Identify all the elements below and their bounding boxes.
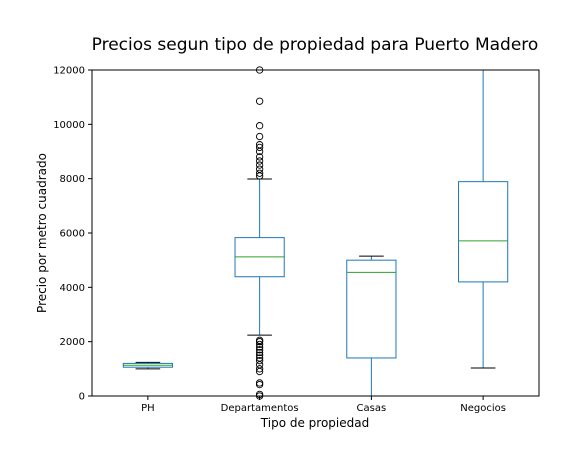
outlier-point <box>255 357 264 365</box>
outlier-point <box>255 346 264 354</box>
outlier-point <box>255 132 264 141</box>
y-tick-label: 8000 <box>60 174 85 185</box>
outlier-point <box>255 165 264 173</box>
x-axis-label: Tipo de propiedad <box>260 416 369 430</box>
y-tick-label: 12000 <box>53 66 85 77</box>
outlier-point <box>255 161 264 169</box>
y-tick-label: 10000 <box>53 120 85 131</box>
x-tick-label: Departamentos <box>221 403 299 414</box>
outlier-point <box>255 97 264 105</box>
outlier-point <box>255 390 264 399</box>
outlier-point <box>255 122 264 130</box>
outlier-point <box>255 153 264 161</box>
outlier-point <box>255 157 264 165</box>
y-axis-label: Precio por metro cuadrado <box>35 153 49 313</box>
y-tick-label: 0 <box>79 392 85 403</box>
outlier-point <box>255 336 264 344</box>
x-tick-label: Casas <box>357 403 387 414</box>
x-tick-label: PH <box>141 403 155 414</box>
outlier-point <box>255 66 264 74</box>
outlier-point <box>255 169 264 177</box>
outlier-point <box>255 141 264 149</box>
box-iqr <box>346 259 397 359</box>
chart-title: Precios segun tipo de propiedad para Pue… <box>92 35 539 55</box>
outlier-point <box>255 379 264 387</box>
outlier-point <box>255 348 264 357</box>
y-tick-label: 4000 <box>60 283 85 294</box>
y-tick-label: 2000 <box>60 337 85 348</box>
y-tick-label: 6000 <box>60 229 85 240</box>
outlier-point <box>255 143 264 152</box>
outlier-point <box>255 365 264 373</box>
outlier-point <box>255 340 264 349</box>
box-iqr <box>458 181 509 283</box>
x-tick-label: Negocios <box>460 403 506 414</box>
outlier-point <box>255 354 264 362</box>
outlier-point <box>255 351 264 359</box>
plot-area: 0 2000 4000 6000 8000 10000 12000 PH Departament… <box>53 66 540 414</box>
